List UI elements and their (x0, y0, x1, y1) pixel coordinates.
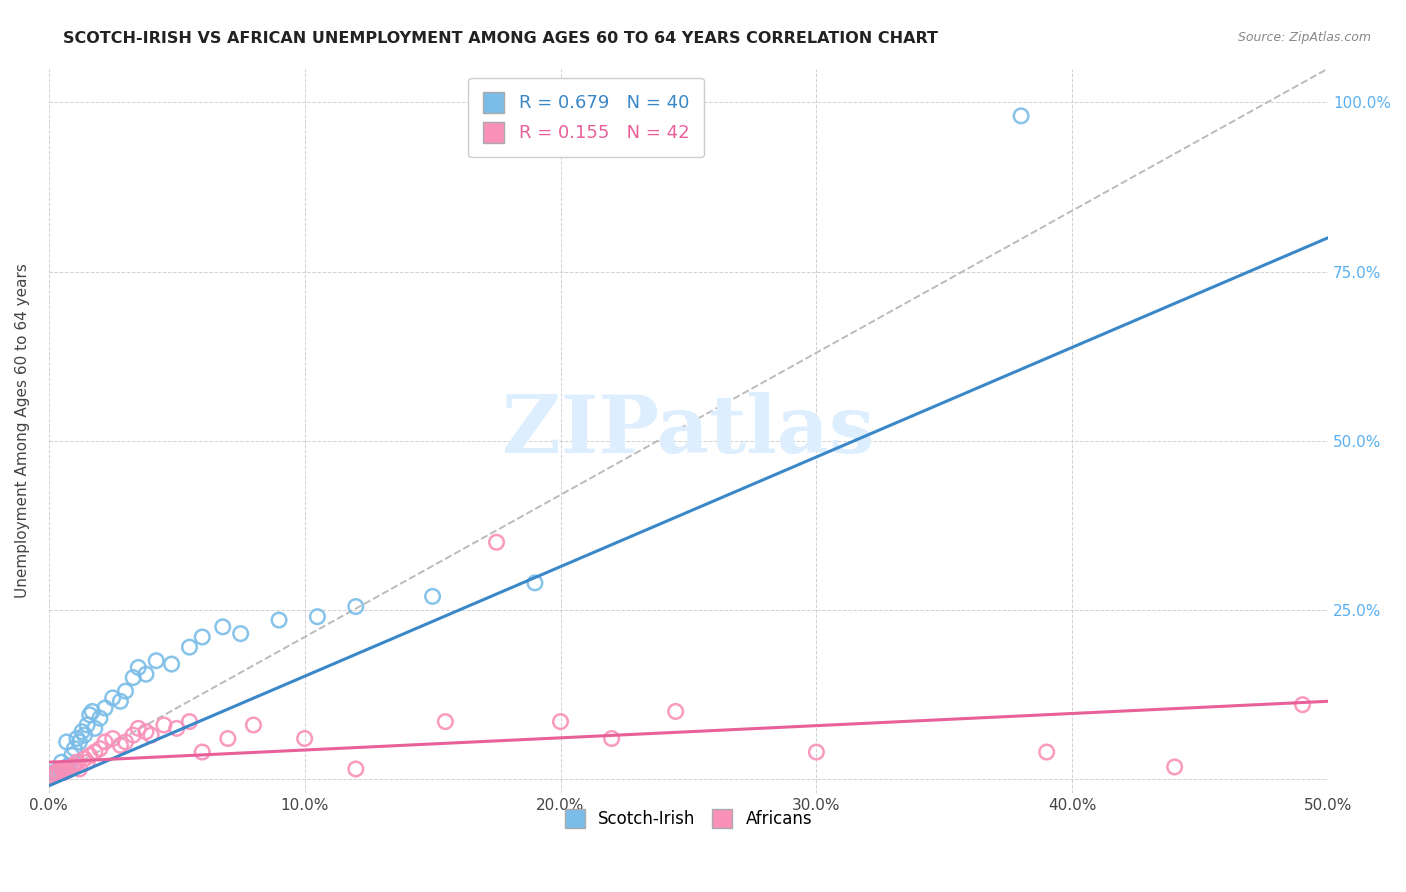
Text: SCOTCH-IRISH VS AFRICAN UNEMPLOYMENT AMONG AGES 60 TO 64 YEARS CORRELATION CHART: SCOTCH-IRISH VS AFRICAN UNEMPLOYMENT AMO… (63, 31, 938, 46)
Point (69, 735, 91, 749)
Text: ZIPatlas: ZIPatlas (502, 392, 875, 469)
Point (73, 728, 96, 742)
Point (48, 765, 70, 780)
Point (160, 657, 183, 671)
Point (101, 731, 124, 746)
Point (166, 722, 188, 736)
Point (1163, 760, 1185, 774)
Point (550, 714, 572, 729)
Text: Source: ZipAtlas.com: Source: ZipAtlas.com (1237, 31, 1371, 45)
Point (191, 630, 214, 644)
Point (344, 762, 367, 776)
Point (145, 654, 167, 668)
Point (55, 760, 77, 774)
Point (58, 758, 80, 772)
Point (110, 694, 132, 708)
Point (76, 755, 98, 769)
Point (69, 762, 91, 776)
Point (79, 748, 101, 763)
Point (523, 575, 546, 590)
Point (127, 660, 149, 674)
Point (267, 613, 290, 627)
Point (66, 755, 89, 769)
Point (83, 745, 105, 759)
Point (127, 722, 149, 736)
Point (139, 728, 162, 742)
Point (60, 760, 83, 774)
Point (101, 690, 124, 705)
Point (211, 620, 233, 634)
Point (153, 718, 176, 732)
Point (89, 741, 111, 756)
Point (217, 731, 239, 746)
Point (48, 764, 70, 778)
Point (39, 769, 62, 783)
Point (665, 705, 688, 719)
Point (122, 671, 145, 685)
Point (1291, 698, 1313, 712)
Point (42, 765, 65, 780)
Point (114, 684, 136, 698)
Point (179, 714, 201, 729)
Point (344, 599, 367, 614)
Point (110, 739, 132, 753)
Point (179, 640, 201, 655)
Point (73, 752, 96, 766)
Point (89, 711, 111, 725)
Point (45, 765, 67, 780)
Point (51, 755, 73, 769)
Point (1010, 109, 1032, 123)
Point (70, 724, 93, 739)
Point (422, 590, 444, 604)
Point (1035, 745, 1057, 759)
Point (114, 735, 136, 749)
Point (83, 722, 105, 736)
Point (60, 748, 83, 763)
Point (42, 766, 65, 780)
Point (135, 724, 157, 739)
Point (55, 735, 77, 749)
Point (55, 764, 77, 778)
Point (135, 667, 157, 681)
Legend: Scotch-Irish, Africans: Scotch-Irish, Africans (558, 803, 818, 835)
Point (307, 609, 329, 624)
Point (191, 745, 214, 759)
Point (45, 766, 67, 780)
Point (63, 758, 86, 772)
Point (53, 762, 76, 776)
Y-axis label: Unemployment Among Ages 60 to 64 years: Unemployment Among Ages 60 to 64 years (15, 263, 30, 598)
Point (58, 762, 80, 776)
Point (51, 764, 73, 778)
Point (79, 707, 101, 722)
Point (600, 731, 623, 746)
Point (66, 731, 89, 746)
Point (242, 718, 264, 732)
Point (122, 728, 145, 742)
Point (94, 735, 117, 749)
Point (51, 762, 73, 776)
Point (53, 765, 76, 780)
Point (294, 731, 316, 746)
Point (229, 626, 252, 640)
Point (76, 718, 98, 732)
Point (806, 745, 828, 759)
Point (39, 769, 62, 783)
Point (82, 705, 104, 719)
Point (485, 535, 508, 549)
Point (63, 741, 86, 756)
Point (94, 701, 117, 715)
Point (434, 714, 457, 729)
